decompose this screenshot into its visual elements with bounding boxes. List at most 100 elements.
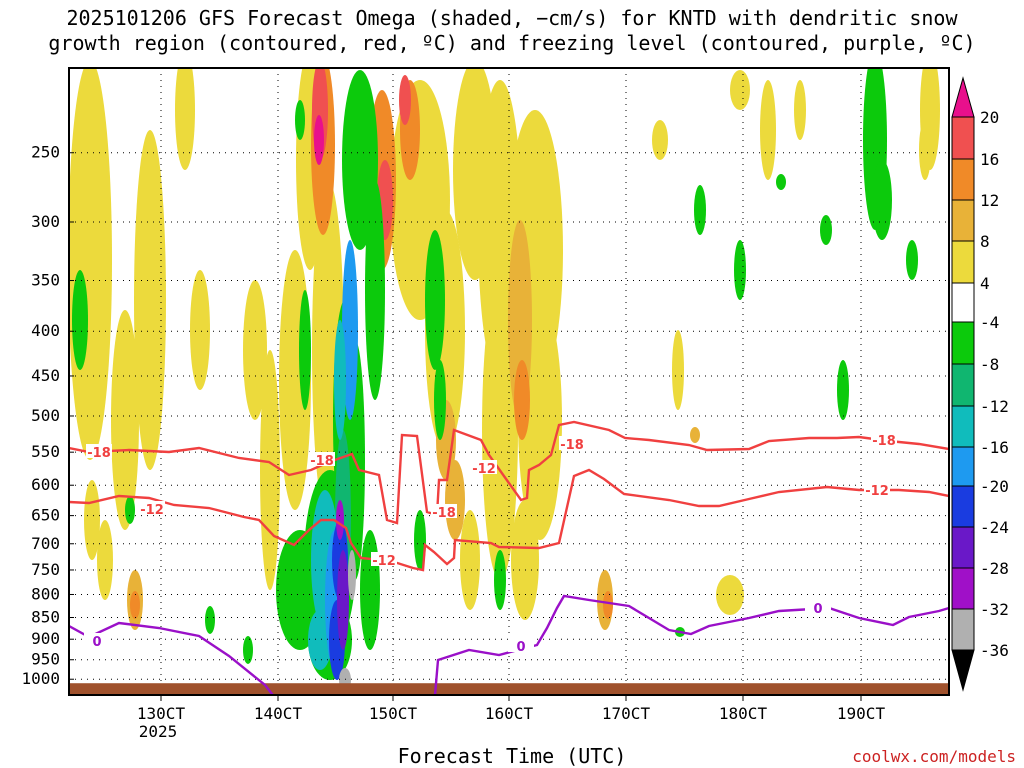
contour-line <box>69 420 949 525</box>
omega-blob <box>872 160 892 240</box>
y-tick-label: 350 <box>31 271 60 290</box>
colorbar-tick-label: -36 <box>980 641 1009 660</box>
omega-blob <box>314 115 324 165</box>
contour-label: -18 <box>87 446 111 461</box>
colorbar-top-arrow <box>951 76 975 118</box>
ground-band <box>69 683 949 695</box>
contour-label: 0 <box>92 635 101 650</box>
contour-line <box>69 594 949 695</box>
colorbar-bin <box>951 405 975 448</box>
omega-blob <box>334 320 346 440</box>
contour-label: 0 <box>813 602 822 617</box>
contour-label-bg <box>864 482 890 496</box>
y-tick-label: 650 <box>31 506 60 525</box>
contour-label: -18 <box>560 438 584 453</box>
omega-blob <box>342 240 358 420</box>
colorbar-bin <box>951 199 975 242</box>
contour-line <box>69 468 949 572</box>
y-axis: 250 300 350 400 450 500 550 600 650 700 750 800 850 9… <box>21 143 74 688</box>
colorbar-tick-label: 8 <box>980 232 990 251</box>
colorbar-bin <box>951 567 975 610</box>
x-tick-label: 170CT <box>602 704 651 723</box>
omega-blob <box>295 100 305 140</box>
omega-blob <box>716 575 744 615</box>
y-tick-label: 500 <box>31 406 60 425</box>
title-line-1: 2025101206 GFS Forecast Omega (shaded, −… <box>66 6 958 30</box>
omega-blob <box>84 480 100 560</box>
omega-blob <box>360 530 380 650</box>
grid-lines <box>69 68 949 695</box>
omega-blob <box>243 636 253 664</box>
omega-blob <box>445 460 465 540</box>
omega-blob <box>906 240 918 280</box>
colorbar-bin <box>951 116 975 160</box>
omega-blob <box>494 550 506 610</box>
y-tick-label: 800 <box>31 584 60 603</box>
contour-label-bg <box>84 633 110 647</box>
y-tick-label: 900 <box>31 629 60 648</box>
colorbar-bin <box>951 526 975 569</box>
omega-blob <box>514 360 530 440</box>
colorbar-tick-label: 20 <box>980 108 999 127</box>
chart-title: 2025101206 GFS Forecast Omega (shaded, −… <box>0 6 1024 56</box>
omega-blob <box>299 290 311 410</box>
colorbar-bin <box>951 321 975 365</box>
x-tick-label: 180CT <box>719 704 768 723</box>
colorbar-tick-label: -8 <box>980 355 999 374</box>
contour-label-bg <box>559 436 585 450</box>
x-tick-label: 190CT <box>837 704 886 723</box>
omega-blob <box>776 174 786 190</box>
omega-blob <box>348 550 356 600</box>
omega-blob <box>603 591 613 619</box>
contour-label-bg <box>309 452 335 466</box>
contour-label-bg <box>805 600 831 614</box>
omega-blob <box>425 230 445 370</box>
y-tick-label: 700 <box>31 534 60 553</box>
y-tick-label: 600 <box>31 475 60 494</box>
omega-blob <box>190 270 210 390</box>
omega-blob <box>260 350 280 590</box>
x-tick-label: 160CT <box>485 704 534 723</box>
omega-blob <box>125 496 135 524</box>
y-tick-label: 300 <box>31 212 60 231</box>
contour-label-bg <box>871 432 897 446</box>
omega-blob <box>337 550 349 650</box>
colorbar-tick-label: -16 <box>980 438 1009 457</box>
y-tick-label: 950 <box>31 650 60 669</box>
omega-blob <box>365 180 385 400</box>
colorbar-tick-label: -24 <box>980 518 1009 537</box>
y-tick-label: 400 <box>31 321 60 340</box>
contour-label-bg <box>371 552 397 566</box>
contour-label-bg <box>508 638 534 652</box>
omega-blob <box>399 75 411 125</box>
colorbar-bin <box>951 363 975 407</box>
x-year-label: 2025 <box>139 722 178 741</box>
omega-shading <box>69 68 940 692</box>
y-tick-label: 550 <box>31 442 60 461</box>
omega-blob <box>460 510 480 610</box>
x-tick-label: 140CT <box>254 704 303 723</box>
contour-label-bg <box>471 460 497 474</box>
colorbar-tick-label: -12 <box>980 397 1009 416</box>
colorbar-bin <box>951 608 975 651</box>
omega-blob <box>734 240 746 300</box>
credit-text: coolwx.com/models <box>852 747 1016 766</box>
omega-blob <box>837 360 849 420</box>
colorbar-bin <box>951 446 975 487</box>
x-axis-label: Forecast Time (UTC) <box>397 744 627 768</box>
x-axis: 130CT 140CT 150CT 160CT 170CT 180CT 190CT 2025 <box>137 695 886 741</box>
contour-label: -12 <box>865 484 889 499</box>
y-tick-label: 1000 <box>21 669 60 688</box>
omega-blob <box>730 70 750 110</box>
omega-blob <box>672 330 684 410</box>
contour-label: -18 <box>872 434 896 449</box>
omega-blob <box>243 280 267 420</box>
colorbar-tick-label: -28 <box>980 559 1009 578</box>
colorbar-tick-label: 16 <box>980 150 999 169</box>
contour-label-bg <box>139 501 165 515</box>
contour-label: -18 <box>432 506 456 521</box>
omega-blob <box>175 68 195 170</box>
omega-blob <box>652 120 668 160</box>
y-tick-label: 750 <box>31 560 60 579</box>
omega-blob <box>694 185 706 235</box>
